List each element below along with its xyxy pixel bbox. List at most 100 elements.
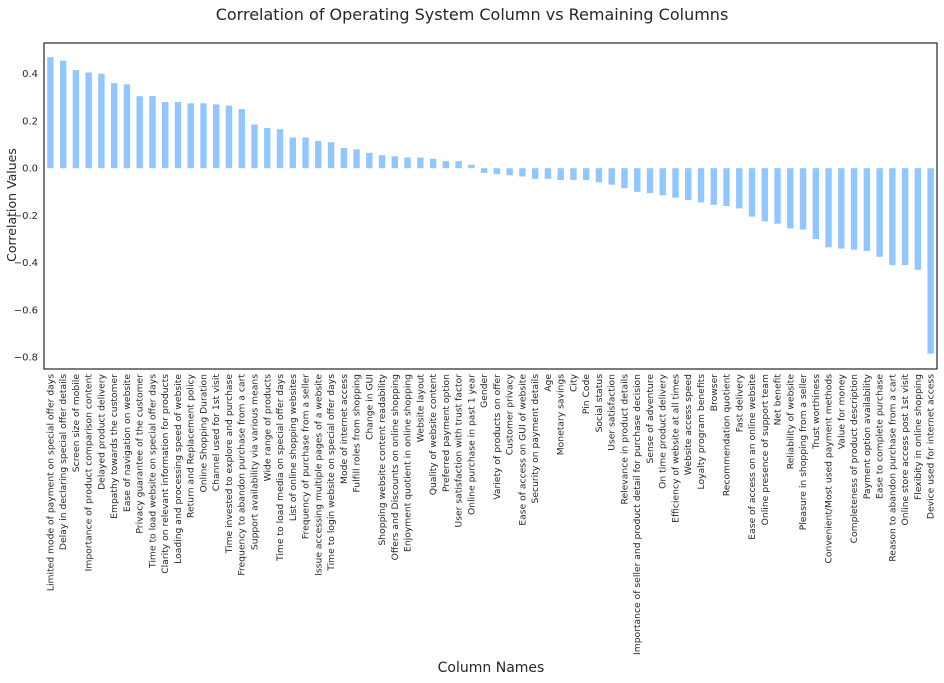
x-tick-label: Loading and processing speed of website — [173, 374, 184, 564]
x-tick-label: Support availability via various means — [249, 374, 260, 550]
x-tick-label: Online purchase in past 1 year — [466, 374, 477, 515]
bar — [710, 168, 717, 205]
x-tick-label: Age — [543, 374, 554, 392]
bar — [544, 168, 552, 179]
x-tick-label: User satisfaction — [607, 374, 618, 451]
x-tick-label: Security on payment details — [530, 374, 541, 504]
x-tick-label: Recommendation quotient — [722, 374, 733, 497]
x-tick-label: Online presence of support team — [760, 374, 771, 525]
bar — [736, 168, 743, 209]
plot-frame — [43, 42, 938, 370]
bar — [47, 57, 54, 169]
x-tick-label: Ease of navigation on website — [122, 374, 133, 512]
x-tick-label: Importance of seller and product detail … — [632, 374, 643, 655]
x-tick-label: Online store access post 1st visit — [900, 374, 911, 526]
bar — [519, 168, 526, 177]
bar — [697, 168, 705, 203]
bar — [200, 103, 207, 169]
bar — [174, 102, 182, 169]
bar — [570, 168, 577, 181]
x-tick-label: Importance of product comparison content — [84, 374, 95, 572]
x-tick-label: Social status — [594, 374, 605, 433]
x-ticks: Limited mode of payment on special offer… — [45, 373, 936, 655]
y-tick-label: −0.4 — [14, 258, 38, 269]
x-tick-label: Shopping website content readability — [377, 373, 388, 545]
bar — [315, 141, 322, 169]
bar — [455, 161, 462, 169]
bar — [799, 168, 807, 230]
bar — [72, 70, 80, 169]
x-tick-label: Relevance in product details — [619, 374, 630, 505]
bar — [901, 168, 909, 266]
bar — [162, 102, 169, 169]
bar — [812, 168, 819, 240]
y-tick-label: −0.2 — [14, 211, 38, 222]
x-tick-label: Clarity on relevant information for prod… — [160, 374, 171, 574]
x-tick-label: Wide range of products — [262, 374, 273, 482]
x-tick-label: Frequency to abandon purchase from a car… — [237, 374, 248, 576]
chart-title: Correlation of Operating System Column v… — [216, 5, 729, 24]
bar — [110, 83, 118, 169]
x-tick-label: Quality of website content — [428, 374, 439, 496]
x-tick-label: Monetary savings — [556, 374, 567, 455]
bar — [582, 168, 590, 181]
x-tick-label: Online Shopping Duration — [198, 374, 209, 493]
x-tick-label: Trust worthiness — [811, 374, 822, 450]
y-tick-label: 0.4 — [22, 69, 38, 80]
bar — [442, 161, 450, 169]
x-tick-label: Issue accessing multiple pages of a webs… — [313, 374, 324, 576]
x-tick-label: Limited mode of payment on special offer… — [45, 374, 56, 591]
x-axis-label: Column Names — [438, 660, 545, 676]
x-tick-label: Change in GUI — [364, 374, 375, 440]
x-tick-label: On time product delivery — [658, 373, 669, 488]
x-tick-label: Delay in declaring special offer details — [58, 374, 69, 550]
bar — [302, 137, 309, 169]
x-tick-label: Preferred payment option — [441, 374, 452, 492]
x-tick-label: Website layout — [415, 374, 426, 443]
y-tick-label: −0.8 — [14, 353, 38, 364]
bar — [876, 168, 883, 257]
x-tick-label: Ease to complete purchase — [875, 374, 886, 499]
x-tick-label: Offers and Discounts on online shopping — [390, 374, 401, 560]
x-tick-label: Gender — [479, 374, 490, 408]
y-axis-label: Correlation Values — [4, 148, 19, 262]
x-tick-label: Sense of adventure — [645, 374, 656, 464]
x-tick-label: Device used for internet access — [926, 374, 937, 519]
x-tick-label: City — [568, 373, 579, 392]
x-tick-label: Customer privacy — [505, 373, 516, 455]
x-tick-label: Completeness of product description — [849, 374, 860, 544]
x-tick-label: Variety of products on offer — [492, 374, 503, 500]
y-tick-label: −0.6 — [14, 305, 38, 316]
x-tick-label: Reason to abandon purchase from a cart — [887, 374, 898, 562]
x-tick-label: Reliability of website — [785, 374, 796, 470]
bar — [595, 168, 603, 183]
x-tick-label: Channel used for 1st visit — [211, 374, 222, 492]
bar — [366, 152, 373, 169]
bars-group — [47, 57, 934, 354]
bar — [353, 149, 360, 169]
x-tick-label: Enjoyment quotient in online shopping — [403, 374, 414, 552]
bar — [531, 168, 539, 179]
x-tick-label: List of online shopping websites — [288, 374, 299, 521]
bar — [429, 158, 437, 169]
bar — [557, 168, 564, 181]
bar — [621, 168, 628, 189]
x-tick-label: Screen size of mobile — [71, 374, 82, 473]
bar — [825, 168, 832, 248]
bar — [136, 96, 143, 169]
bar — [850, 168, 858, 250]
bar — [391, 156, 399, 169]
bar — [685, 168, 692, 201]
x-tick-label: Return and Replacement policy — [186, 373, 197, 518]
bar — [634, 168, 641, 192]
x-tick-label: Website access speed — [683, 374, 694, 475]
bar — [506, 168, 513, 176]
x-tick-label: Mode of internet access — [339, 374, 350, 484]
bar — [646, 168, 654, 193]
x-tick-label: Loyalty program benefits — [696, 374, 707, 490]
bar — [59, 60, 67, 169]
x-tick-label: Flexibity in online shopping — [913, 374, 924, 500]
bar — [404, 157, 411, 169]
bar — [927, 168, 934, 354]
bar — [774, 168, 781, 224]
